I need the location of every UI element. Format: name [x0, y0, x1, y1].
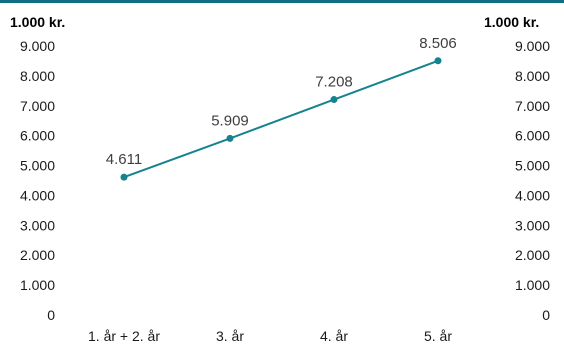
y-axis-unit-left: 1.000 kr.: [10, 14, 65, 30]
y-tick-label-left: 1.000: [20, 277, 55, 293]
y-tick-label-right: 7.000: [515, 98, 550, 114]
y-tick-label-left: 8.000: [20, 68, 55, 84]
y-axis-unit-right: 1.000 kr.: [484, 14, 539, 30]
y-tick-label-left: 9.000: [20, 38, 55, 54]
y-tick-label-left: 6.000: [20, 128, 55, 144]
x-category-label: 5. år: [424, 328, 452, 344]
data-point: [120, 173, 128, 181]
data-point: [434, 57, 442, 65]
data-label: 7.208: [315, 74, 353, 91]
y-tick-label-right: 3.000: [515, 217, 550, 233]
y-tick-label-right: 5.000: [515, 158, 550, 174]
x-axis: 1. år + 2. år 3. år 4. år 5. år: [88, 328, 452, 344]
x-category-label: 1. år + 2. år: [88, 328, 160, 344]
series-line-group: 4.611 5.909 7.208 8.506: [106, 35, 457, 181]
y-tick-label-right: 8.000: [515, 68, 550, 84]
data-point: [226, 134, 234, 142]
data-label: 4.611: [106, 151, 142, 168]
y-tick-label-right: 2.000: [515, 247, 550, 263]
y-tick-label-left: 2.000: [20, 247, 55, 263]
y-tick-label-left: 7.000: [20, 98, 55, 114]
x-category-label: 3. år: [216, 328, 244, 344]
y-tick-label-left: 4.000: [20, 187, 55, 203]
data-label: 8.506: [419, 35, 457, 52]
y-axis-right: 0 1.000 2.000 3.000 4.000 5.000 6.000 7.000 8.00…: [515, 38, 550, 323]
x-category-label: 4. år: [320, 328, 348, 344]
y-tick-label-left: 5.000: [20, 158, 55, 174]
y-tick-label-left: 0: [47, 307, 55, 323]
data-label: 5.909: [211, 112, 249, 129]
y-tick-label-left: 3.000: [20, 217, 55, 233]
y-tick-label-right: 4.000: [515, 187, 550, 203]
series-line: [123, 59, 439, 179]
y-axis-left: 0 1.000 2.000 3.000 4.000 5.000 6.000 7.000 8.00…: [20, 38, 55, 323]
line-chart: 1.000 kr. 1.000 kr. 0 1.000 2.000 3.000 4.00…: [10, 14, 550, 344]
y-tick-label-right: 0: [542, 307, 550, 323]
data-point: [330, 96, 338, 104]
y-tick-label-right: 1.000: [515, 277, 550, 293]
y-tick-label-right: 6.000: [515, 128, 550, 144]
y-tick-label-right: 9.000: [515, 38, 550, 54]
